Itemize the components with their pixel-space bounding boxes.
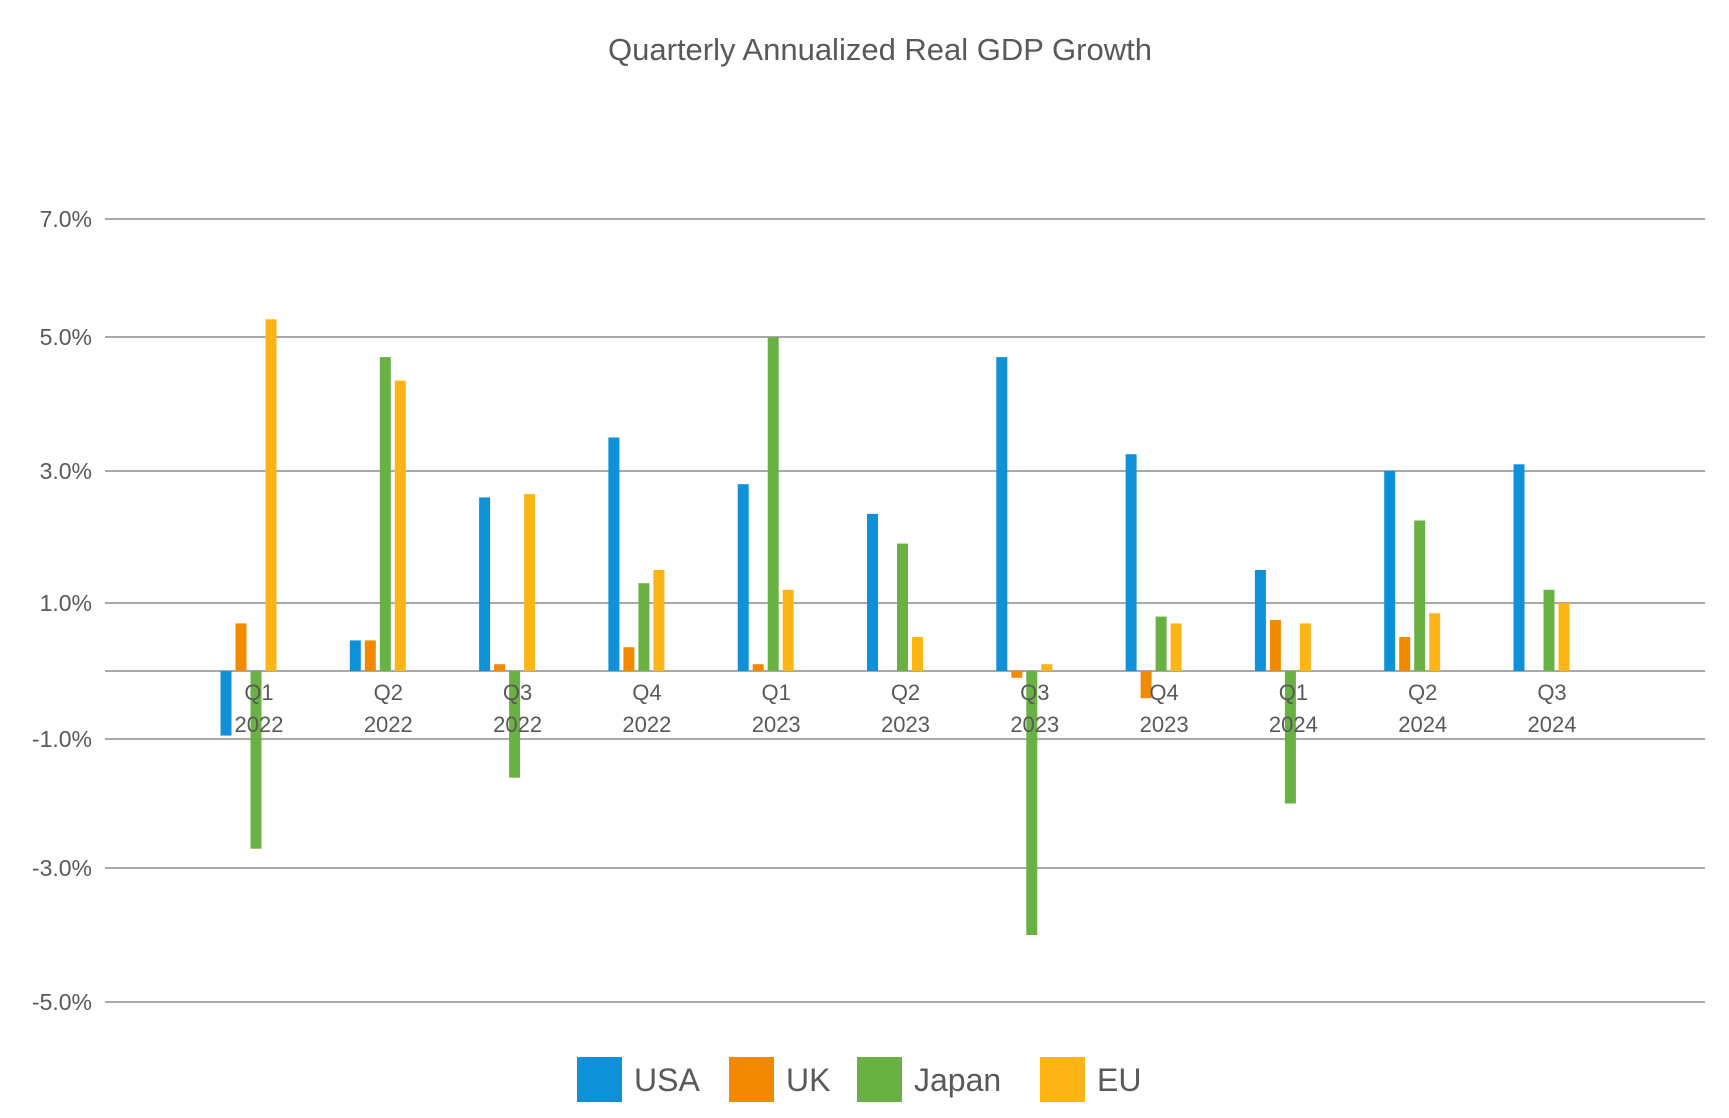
bar-eu-2 [524, 494, 536, 671]
x-tick-label: Q1 [1279, 680, 1308, 705]
x-tick-label: 2023 [1010, 712, 1059, 737]
bar-uk-1 [364, 640, 376, 671]
x-tick-label: Q3 [1537, 680, 1566, 705]
x-tick-label: 2022 [364, 712, 413, 737]
bar-japan-5 [897, 543, 908, 671]
bar-uk-9 [1399, 637, 1411, 671]
bar-eu-6 [1041, 664, 1053, 671]
bar-uk-7 [1140, 671, 1152, 699]
bar-usa-6 [996, 357, 1008, 671]
x-tick-label: 2022 [235, 712, 284, 737]
y-tick-label: 5.0% [40, 324, 92, 350]
bar-japan-8 [1284, 671, 1296, 804]
y-tick-label: 3.0% [40, 458, 92, 484]
bar-eu-3 [653, 570, 665, 671]
x-tick-label: Q4 [1149, 680, 1178, 705]
bar-japan-1 [379, 357, 391, 671]
legend-label-japan: Japan [914, 1062, 1001, 1098]
bar-usa-2 [479, 497, 491, 671]
y-tick-label: -3.0% [32, 855, 92, 881]
y-tick-label: -5.0% [32, 989, 92, 1015]
x-axis-ticks: Q1 2022 Q2 2022 Q3 2022 Q4 2022 Q1 2023 Q2 2023 Q3 20… [235, 680, 1577, 737]
bar-japan-6 [1026, 671, 1038, 935]
bars [220, 319, 1570, 935]
bar-eu-4 [782, 589, 794, 671]
legend-label-uk: UK [786, 1062, 830, 1098]
legend-swatch-usa [577, 1057, 622, 1102]
y-axis-ticks: 7.0% 5.0% 3.0% 1.0% -1.0% -3.0% -5.0% [32, 206, 92, 1015]
bar-japan-9 [1414, 520, 1426, 671]
bar-usa-8 [1254, 570, 1266, 671]
bar-japan-2 [509, 671, 521, 778]
bar-eu-9 [1429, 613, 1441, 671]
legend-swatch-uk [729, 1057, 774, 1102]
bar-eu-7 [1170, 623, 1182, 671]
gridlines [105, 218, 1705, 1003]
bar-japan-10 [1543, 589, 1555, 671]
bar-uk-3 [623, 647, 635, 671]
x-tick-label: 2022 [622, 712, 671, 737]
x-tick-label: Q2 [374, 680, 403, 705]
bar-usa-3 [608, 437, 620, 671]
bar-uk-8 [1269, 620, 1281, 671]
x-tick-label: Q2 [1408, 680, 1437, 705]
x-tick-label: 2024 [1528, 712, 1577, 737]
bar-usa-5 [867, 513, 878, 671]
legend: USA UK Japan EU [577, 1057, 1141, 1102]
x-tick-label: Q2 [891, 680, 920, 705]
x-tick-label: 2024 [1398, 712, 1447, 737]
bar-japan-7 [1155, 616, 1167, 671]
bar-uk-4 [752, 664, 764, 671]
x-tick-label: 2023 [1140, 712, 1189, 737]
x-tick-label: Q3 [1020, 680, 1049, 705]
bar-uk-0 [235, 623, 247, 671]
x-tick-label: 2024 [1269, 712, 1318, 737]
legend-label-usa: USA [634, 1062, 700, 1098]
y-tick-label: -1.0% [32, 726, 92, 752]
bar-usa-7 [1125, 454, 1137, 671]
y-tick-label: 1.0% [40, 590, 92, 616]
x-tick-label: Q1 [244, 680, 273, 705]
legend-swatch-eu [1040, 1057, 1085, 1102]
x-tick-label: 2023 [752, 712, 801, 737]
legend-label-eu: EU [1097, 1062, 1141, 1098]
bar-japan-0 [250, 671, 262, 849]
bar-usa-9 [1384, 471, 1396, 671]
chart-title: Quarterly Annualized Real GDP Growth [608, 32, 1152, 67]
legend-swatch-japan [857, 1057, 902, 1102]
bar-uk-2 [494, 664, 506, 671]
bar-eu-5 [912, 637, 923, 671]
bar-usa-10 [1513, 464, 1525, 671]
bar-eu-1 [394, 380, 406, 671]
x-tick-label: Q3 [503, 680, 532, 705]
bar-usa-4 [737, 484, 749, 671]
bar-eu-0 [265, 319, 277, 671]
bar-eu-8 [1299, 623, 1311, 671]
x-tick-label: 2022 [493, 712, 542, 737]
x-tick-label: 2023 [881, 712, 930, 737]
bar-usa-0 [220, 671, 232, 736]
x-tick-label: Q1 [762, 680, 791, 705]
x-tick-label: Q4 [632, 680, 661, 705]
bar-eu-10 [1558, 603, 1570, 671]
bar-japan-3 [638, 583, 650, 671]
bar-usa-1 [349, 640, 361, 671]
y-tick-label: 7.0% [40, 206, 92, 232]
bar-japan-4 [767, 337, 779, 671]
bar-uk-6 [1011, 671, 1023, 678]
